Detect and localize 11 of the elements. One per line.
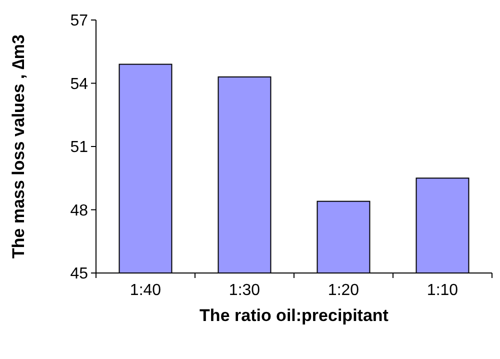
y-tick-label: 45 xyxy=(70,266,88,283)
y-tick-label: 51 xyxy=(70,139,88,156)
x-axis-title: The ratio oil:precipitant xyxy=(200,306,389,325)
y-axis-title: The mass loss values , ∆m3 xyxy=(9,34,28,258)
x-tick-label: 1:30 xyxy=(228,282,260,299)
x-tick-label: 1:20 xyxy=(328,282,360,299)
y-tick-label: 48 xyxy=(70,202,88,220)
x-tick-label: 1:10 xyxy=(426,282,458,299)
x-tick-label: 1:40 xyxy=(130,282,162,299)
y-tick-label: 57 xyxy=(70,12,88,30)
y-tick-label: 54 xyxy=(70,76,88,93)
